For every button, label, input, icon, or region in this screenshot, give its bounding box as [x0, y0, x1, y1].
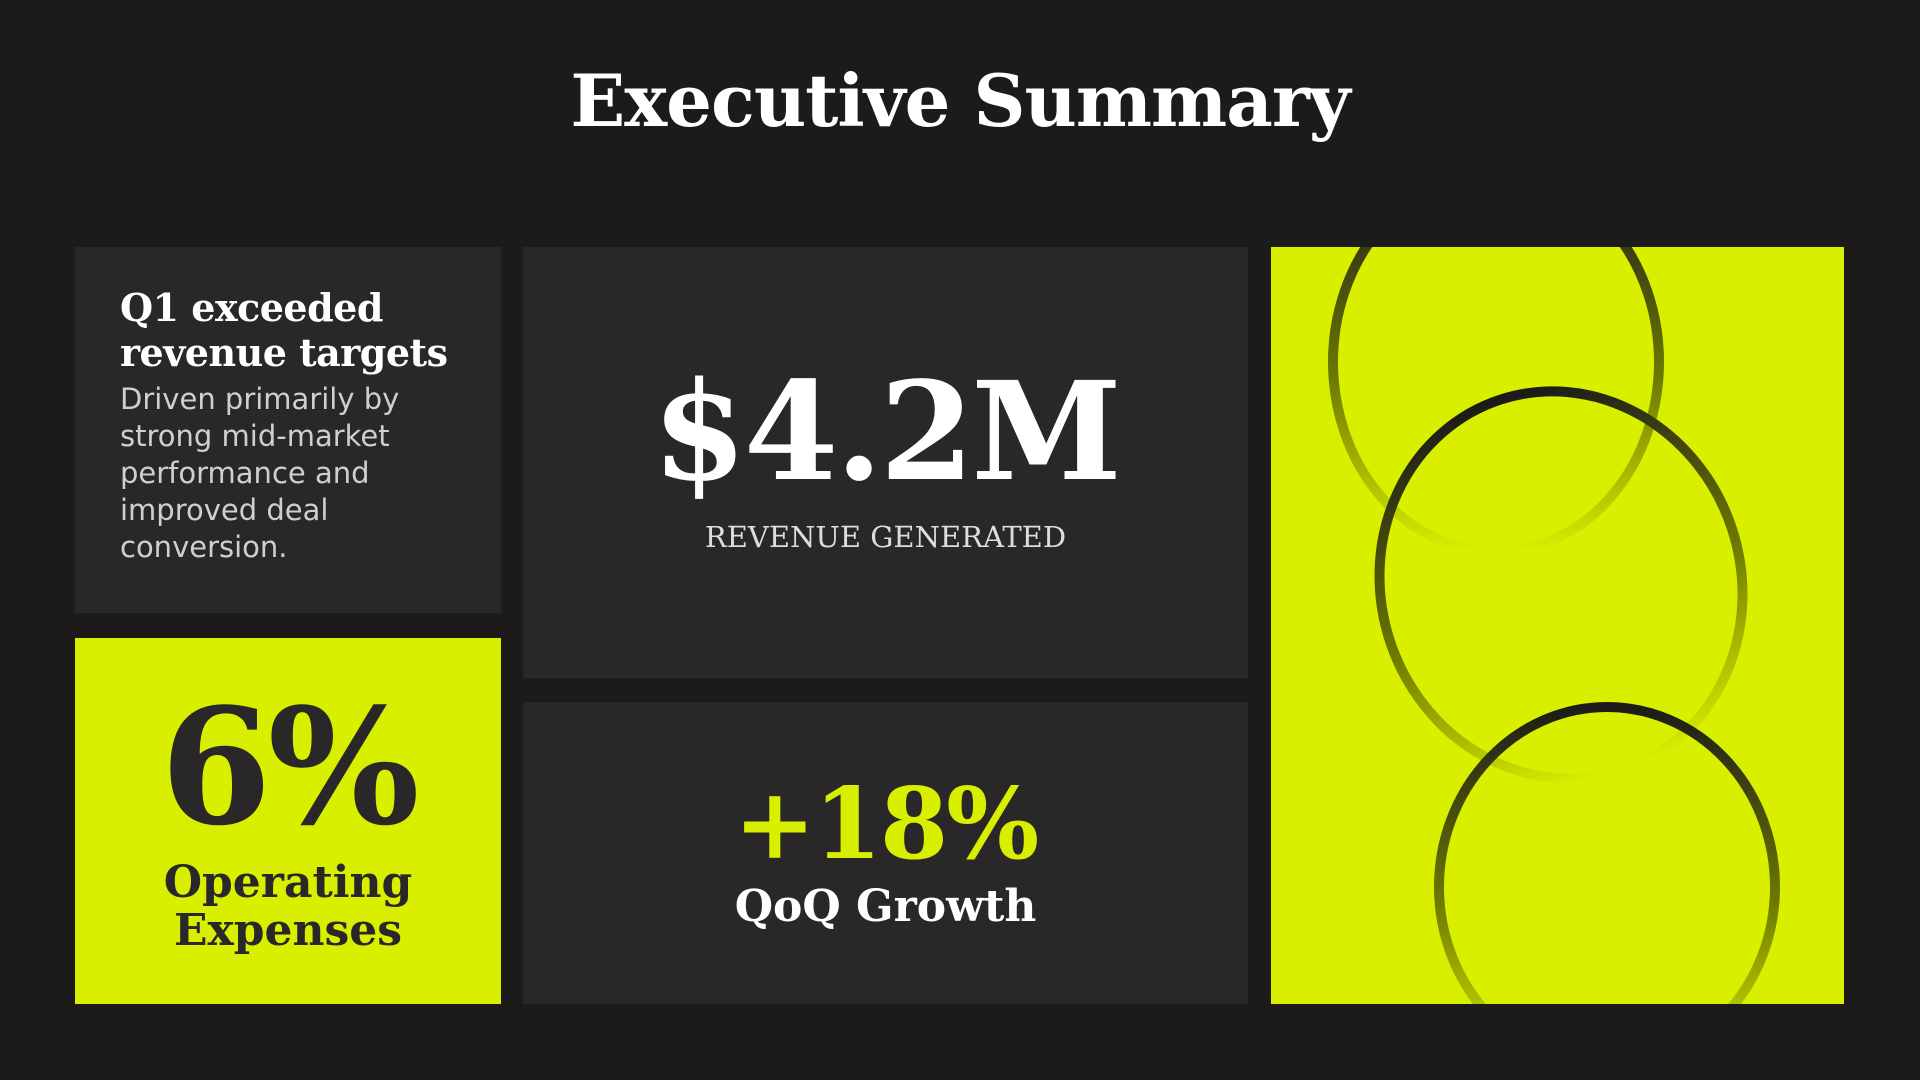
rings — [1328, 247, 1780, 1004]
page-title: Executive Summary — [570, 58, 1350, 143]
growth-card: +18% QoQ Growth — [523, 702, 1248, 1004]
metric-label: REVENUE GENERATED — [704, 519, 1067, 554]
summary-card: Q1 exceeded revenue targets Driven prima… — [75, 247, 501, 613]
panel-background — [1271, 247, 1844, 1004]
metric-value: +18% — [733, 766, 1040, 882]
metric-value: 6% — [160, 673, 419, 861]
ring — [1328, 247, 1664, 557]
metric-label: Operating Expenses — [163, 857, 413, 956]
ring — [1374, 386, 1748, 784]
metric-value: $4.2M — [652, 351, 1122, 512]
card-heading: Q1 exceeded revenue targets — [120, 285, 448, 375]
revenue-card: $4.2M REVENUE GENERATED — [523, 247, 1248, 678]
decorative-panel — [1271, 247, 1844, 1004]
metric-label: QoQ Growth — [734, 880, 1037, 932]
card-body: Driven primarily by strong mid-market pe… — [120, 382, 400, 564]
ring — [1434, 702, 1780, 1004]
opex-card: 6% Operating Expenses — [75, 638, 501, 1004]
